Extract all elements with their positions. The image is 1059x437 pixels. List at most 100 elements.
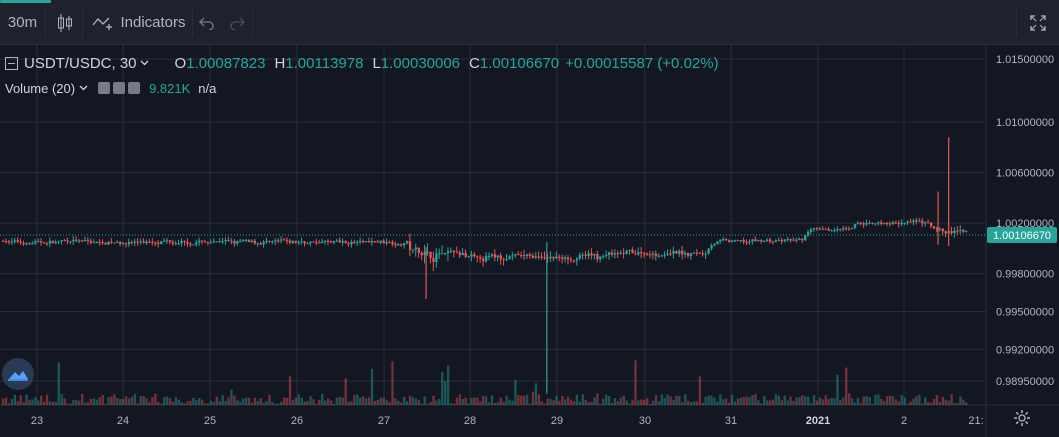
- candle-body: [847, 228, 851, 230]
- candle-body: [783, 239, 786, 242]
- volume-bar: [830, 397, 833, 405]
- volume-bar: [244, 397, 248, 405]
- candle-body: [918, 220, 921, 222]
- fullscreen-icon: [1030, 14, 1046, 31]
- volume-bar: [760, 403, 763, 405]
- chevron-down-icon[interactable]: [79, 85, 88, 91]
- indicators-button[interactable]: Indicators: [89, 0, 189, 45]
- volume-bar: [110, 396, 113, 405]
- candle-body: [663, 254, 666, 256]
- chart-type-button[interactable]: [52, 0, 78, 45]
- volume-bar: [92, 398, 96, 405]
- candle-body: [75, 239, 78, 241]
- candle-body: [318, 242, 321, 244]
- candle-body: [344, 240, 347, 244]
- interval-button[interactable]: 30m: [0, 0, 45, 45]
- candle-body: [628, 249, 631, 251]
- fullscreen-button[interactable]: [1018, 0, 1058, 45]
- candle-body: [619, 252, 622, 254]
- candle-body: [215, 241, 219, 243]
- candle-body: [725, 239, 728, 241]
- undo-button[interactable]: [196, 0, 218, 45]
- chevron-down-icon[interactable]: [140, 60, 149, 66]
- undo-icon: [199, 17, 214, 30]
- candle-body: [180, 240, 183, 244]
- candle-body: [271, 241, 274, 243]
- candle-body: [681, 250, 684, 255]
- candle-body: [871, 222, 874, 224]
- price-chart[interactable]: 1.015000001.010000001.006000001.00200000…: [0, 45, 1059, 437]
- volume-bar: [306, 400, 309, 405]
- x-tick-label: 28: [464, 415, 476, 427]
- close-icon[interactable]: [128, 82, 141, 94]
- volume-bar: [455, 397, 459, 405]
- candle-body: [537, 256, 541, 258]
- volume-bar: [449, 403, 453, 405]
- candle-body: [569, 259, 573, 261]
- volume-bar: [432, 395, 435, 405]
- candle-body: [367, 241, 371, 243]
- volume-label[interactable]: Volume (20): [5, 80, 76, 96]
- volume-bar: [549, 399, 552, 405]
- candle-body: [168, 240, 172, 243]
- volume-bar: [704, 396, 707, 405]
- settings-button[interactable]: [1010, 406, 1034, 430]
- candle-body: [294, 240, 298, 243]
- candle-body: [192, 244, 195, 246]
- x-tick-label: 25: [204, 415, 216, 427]
- volume-bar: [256, 400, 259, 405]
- toolbar-divider: [192, 8, 193, 37]
- x-tick-label: 31: [725, 415, 737, 427]
- candle-body: [634, 253, 637, 255]
- candle-body: [505, 259, 508, 261]
- volume-bar: [953, 403, 956, 405]
- candle-body: [605, 254, 608, 256]
- high-value: 1.00113978: [285, 54, 364, 72]
- volume-bar: [572, 401, 576, 405]
- volume-value: 9.821K: [149, 80, 191, 96]
- volume-bar: [888, 395, 892, 405]
- volume-bar: [400, 402, 403, 405]
- redo-button[interactable]: [226, 0, 248, 45]
- candle-body: [821, 228, 824, 230]
- candle-body: [95, 242, 98, 244]
- volume-bar: [403, 396, 406, 405]
- volume-bar: [201, 399, 204, 405]
- redo-icon: [230, 17, 245, 30]
- eye-icon[interactable]: [98, 82, 111, 94]
- candle-body: [768, 239, 772, 242]
- candle-body: [540, 256, 543, 258]
- candle-body: [42, 242, 46, 244]
- volume-bar: [561, 395, 564, 405]
- volume-bar: [613, 398, 617, 405]
- candle-body: [119, 241, 122, 245]
- collapse-icon[interactable]: [5, 56, 18, 70]
- candle-body: [300, 241, 303, 243]
- volume-bar: [379, 397, 382, 405]
- candle-body: [959, 230, 962, 232]
- symbol-label[interactable]: USDT/USDC, 30: [24, 54, 137, 72]
- volume-bar: [253, 397, 257, 405]
- candle-body: [531, 255, 535, 258]
- volume-bar: [338, 396, 341, 405]
- candle-body: [379, 240, 382, 243]
- volume-bar: [277, 403, 280, 405]
- volume-bar: [7, 403, 11, 405]
- volume-bar: [236, 400, 239, 405]
- logo[interactable]: [2, 358, 34, 390]
- volume-bar: [40, 395, 43, 405]
- volume-bar: [294, 397, 298, 405]
- candle-body: [710, 245, 713, 249]
- candle-body: [496, 255, 500, 258]
- candle-body: [555, 256, 558, 259]
- volume-bar: [441, 372, 444, 405]
- volume-bar: [206, 403, 210, 405]
- candle-body: [92, 242, 96, 244]
- volume-bar: [464, 397, 467, 405]
- candle-body: [625, 250, 628, 254]
- candlestick-icon: [58, 13, 72, 32]
- candle-body: [449, 250, 453, 252]
- volume-bar: [795, 397, 798, 405]
- volume-bar: [215, 396, 219, 405]
- gear-icon[interactable]: [113, 82, 126, 94]
